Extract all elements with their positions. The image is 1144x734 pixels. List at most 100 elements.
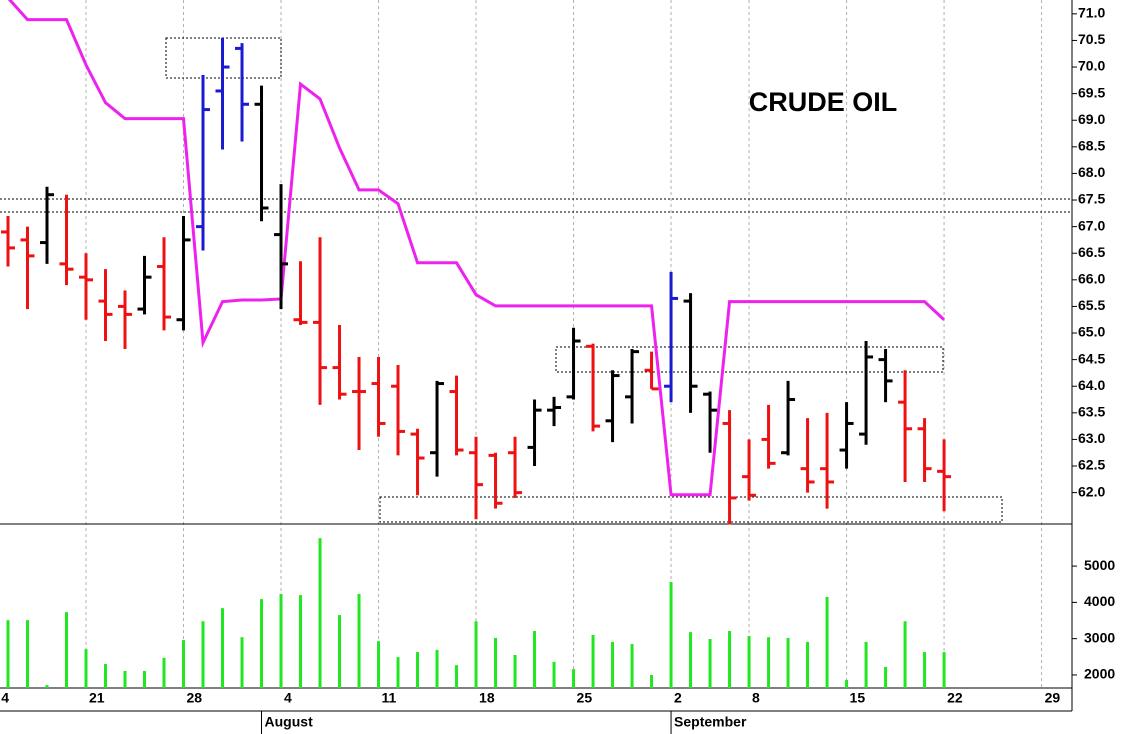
y-tick-label: 64.5 (1078, 350, 1105, 366)
y-tick-label: 3000 (1084, 629, 1115, 645)
ohlc-bar (98, 269, 113, 341)
x-tick-label: 21 (89, 690, 105, 706)
y-tick-label: 69.5 (1078, 84, 1105, 100)
volume-bar (260, 599, 264, 688)
ohlc-bar (0, 215, 15, 267)
ohlc-bar (683, 293, 698, 413)
y-tick-label: 5000 (1084, 557, 1115, 573)
volume-bar (396, 657, 400, 688)
volume-bar (611, 641, 615, 688)
y-tick-label: 67.5 (1078, 191, 1105, 207)
y-tick-label: 68.0 (1078, 164, 1105, 180)
y-tick-label: 70.5 (1078, 31, 1105, 47)
ohlc-bar (176, 215, 191, 331)
ohlc-bar (469, 436, 484, 520)
marks (0, 0, 952, 688)
ohlc-bar (800, 418, 815, 493)
volume-bar (533, 631, 537, 688)
volume-bar (25, 620, 29, 688)
x-tick-label: 29 (1045, 690, 1061, 706)
overlay-line (7, 0, 946, 497)
volume-bar (221, 608, 225, 688)
ohlc-bar (215, 37, 230, 150)
ohlc-bar (352, 356, 367, 451)
ohlc-bar (235, 43, 250, 142)
ohlc-bar (664, 271, 679, 403)
grid: 62.0 62.5 63.0 63.5 64.0 64.5 65.0 65.5 66.0 66.5… (1, 0, 1115, 734)
ohlc-bar (371, 356, 386, 437)
frame (0, 0, 1073, 712)
y-tick-label: 68.5 (1078, 138, 1105, 154)
volume-bar (377, 641, 381, 688)
volume-bar (845, 680, 849, 688)
volume-bar (240, 637, 244, 688)
ohlc-bar (157, 237, 172, 331)
y-tick-label: 63.0 (1078, 430, 1105, 446)
volume-bar (104, 664, 108, 688)
ohlc-bar (59, 194, 74, 286)
volume-bar (630, 644, 634, 688)
ohlc-bar (781, 380, 796, 456)
ohlc-bar (625, 348, 640, 424)
volume-bar (338, 615, 342, 688)
volume-bar (552, 661, 556, 688)
volume-bar (143, 670, 147, 688)
volume-bar (923, 652, 927, 688)
chart-title: CRUDE OIL (749, 87, 898, 117)
volume-bar (6, 620, 10, 688)
volume-bar (708, 639, 712, 688)
volume-bar (903, 621, 907, 688)
ohlc-bar (644, 351, 659, 391)
x-tick-label: 4 (1, 690, 9, 706)
y-tick-label: 63.5 (1078, 404, 1105, 420)
volume-bar (474, 621, 478, 688)
y-tick-label: 66.0 (1078, 271, 1105, 287)
volume-bar (884, 666, 888, 688)
volume-bar (318, 538, 322, 688)
volume-bar (416, 652, 420, 688)
ohlc-bar (79, 253, 94, 320)
volume-bar (435, 649, 439, 688)
x-tick-label: 15 (850, 690, 866, 706)
ohlc-bar (820, 412, 835, 509)
month-label: August (265, 714, 314, 730)
ohlc-bar (196, 75, 211, 251)
volume-bar (65, 612, 69, 688)
ohlc-bar (761, 404, 776, 469)
x-tick-label: 8 (752, 690, 760, 706)
x-tick-label: 28 (187, 690, 203, 706)
volume-bar (513, 654, 517, 688)
ohlc-bar (274, 184, 289, 310)
ohlc-bar (839, 402, 854, 469)
volume-bar (864, 641, 868, 688)
ohlc-bar (391, 364, 406, 456)
y-tick-label: 64.0 (1078, 377, 1105, 393)
ohlc-bar (917, 418, 932, 482)
ohlc-bar (20, 226, 35, 310)
volume-bar (786, 637, 790, 688)
volume-bar (591, 635, 595, 688)
ohlc-bar (878, 348, 893, 403)
ohlc-bar (508, 436, 523, 498)
volume-bar (455, 665, 459, 688)
y-tick-label: 69.0 (1078, 111, 1105, 127)
volume-bar (669, 582, 673, 688)
ohlc-bar (39, 186, 54, 264)
volume-bar (123, 670, 127, 688)
x-tick-label: 22 (947, 690, 963, 706)
ohlc-bar (449, 375, 464, 456)
volume-bar (572, 669, 576, 688)
ohlc-bar (937, 439, 952, 512)
x-tick-label: 25 (577, 690, 593, 706)
ohlc-bar (898, 370, 913, 482)
y-tick-label: 65.5 (1078, 297, 1105, 313)
ohlc-bar (410, 428, 425, 496)
volume-bar (747, 636, 751, 688)
y-tick-label: 65.0 (1078, 324, 1105, 340)
volume-bar (767, 637, 771, 688)
volume-bar (357, 594, 361, 688)
x-tick-label: 11 (382, 690, 397, 706)
ohlc-bar (742, 439, 757, 501)
ohlc-bar (547, 396, 562, 427)
ohlc-bar (332, 325, 347, 400)
